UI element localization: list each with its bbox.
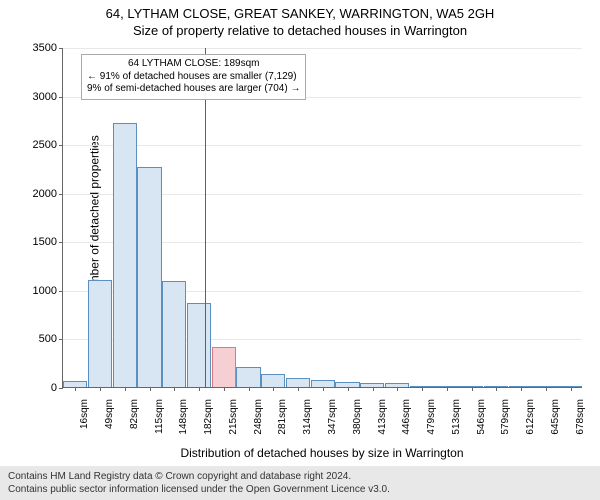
x-tick-label: 479sqm <box>426 399 437 435</box>
page-title: 64, LYTHAM CLOSE, GREAT SANKEY, WARRINGT… <box>0 0 600 21</box>
x-tick-mark <box>174 387 175 391</box>
annotation-line: ← 91% of detached houses are smaller (7,… <box>87 71 300 84</box>
footer-line-2: Contains public sector information licen… <box>8 483 592 496</box>
bar <box>261 374 285 387</box>
bar <box>88 280 112 387</box>
x-tick-label: 82sqm <box>129 399 140 429</box>
bar <box>236 367 260 387</box>
gridline <box>63 145 582 146</box>
x-tick-mark <box>224 387 225 391</box>
x-tick-mark <box>100 387 101 391</box>
x-tick-label: 148sqm <box>178 399 189 435</box>
annotation-line: 64 LYTHAM CLOSE: 189sqm <box>87 58 300 71</box>
bar <box>137 167 161 387</box>
y-tick-label: 2500 <box>33 139 63 151</box>
y-tick-label: 500 <box>39 333 63 345</box>
x-tick-label: 413sqm <box>377 399 388 435</box>
bar <box>286 378 310 387</box>
footer-attribution: Contains HM Land Registry data © Crown c… <box>0 466 600 500</box>
x-tick-mark <box>472 387 473 391</box>
x-tick-label: 281sqm <box>277 399 288 435</box>
x-tick-mark <box>323 387 324 391</box>
x-tick-label: 248sqm <box>253 399 264 435</box>
bar-highlight <box>212 347 236 387</box>
x-tick-mark <box>521 387 522 391</box>
x-tick-mark <box>273 387 274 391</box>
x-tick-mark <box>496 387 497 391</box>
x-tick-label: 645sqm <box>550 399 561 435</box>
x-tick-mark <box>546 387 547 391</box>
x-tick-label: 347sqm <box>327 399 338 435</box>
annotation-line: 9% of semi-detached houses are larger (7… <box>87 83 300 96</box>
y-tick-label: 0 <box>51 382 63 394</box>
y-tick-label: 3500 <box>33 42 63 54</box>
histogram-chart: Number of detached properties 0500100015… <box>62 48 582 388</box>
bar <box>187 303 211 388</box>
page-subtitle: Size of property relative to detached ho… <box>0 21 600 38</box>
x-tick-label: 215sqm <box>228 399 239 435</box>
x-tick-mark <box>447 387 448 391</box>
x-tick-label: 678sqm <box>575 399 586 435</box>
x-tick-label: 380sqm <box>352 399 363 435</box>
y-tick-label: 1500 <box>33 236 63 248</box>
x-tick-mark <box>298 387 299 391</box>
x-tick-mark <box>75 387 76 391</box>
x-tick-label: 579sqm <box>500 399 511 435</box>
x-tick-mark <box>125 387 126 391</box>
bar <box>311 380 335 387</box>
y-tick-label: 2000 <box>33 188 63 200</box>
x-tick-mark <box>373 387 374 391</box>
x-tick-label: 49sqm <box>104 399 115 429</box>
bar <box>162 281 186 387</box>
x-tick-label: 314sqm <box>302 399 313 435</box>
x-tick-mark <box>249 387 250 391</box>
footer-line-1: Contains HM Land Registry data © Crown c… <box>8 470 592 483</box>
y-tick-label: 1000 <box>33 285 63 297</box>
gridline <box>63 48 582 49</box>
x-tick-label: 546sqm <box>476 399 487 435</box>
x-tick-label: 16sqm <box>79 399 90 429</box>
x-tick-mark <box>422 387 423 391</box>
x-tick-mark <box>571 387 572 391</box>
x-tick-label: 446sqm <box>401 399 412 435</box>
x-tick-mark <box>150 387 151 391</box>
x-tick-label: 513sqm <box>451 399 462 435</box>
x-axis-label: Distribution of detached houses by size … <box>180 446 463 460</box>
x-tick-mark <box>348 387 349 391</box>
x-tick-label: 182sqm <box>203 399 214 435</box>
x-tick-mark <box>199 387 200 391</box>
x-tick-label: 612sqm <box>525 399 536 435</box>
y-tick-label: 3000 <box>33 91 63 103</box>
x-tick-label: 115sqm <box>154 399 165 434</box>
bar <box>113 123 137 387</box>
x-tick-mark <box>397 387 398 391</box>
annotation-box: 64 LYTHAM CLOSE: 189sqm← 91% of detached… <box>81 54 306 100</box>
